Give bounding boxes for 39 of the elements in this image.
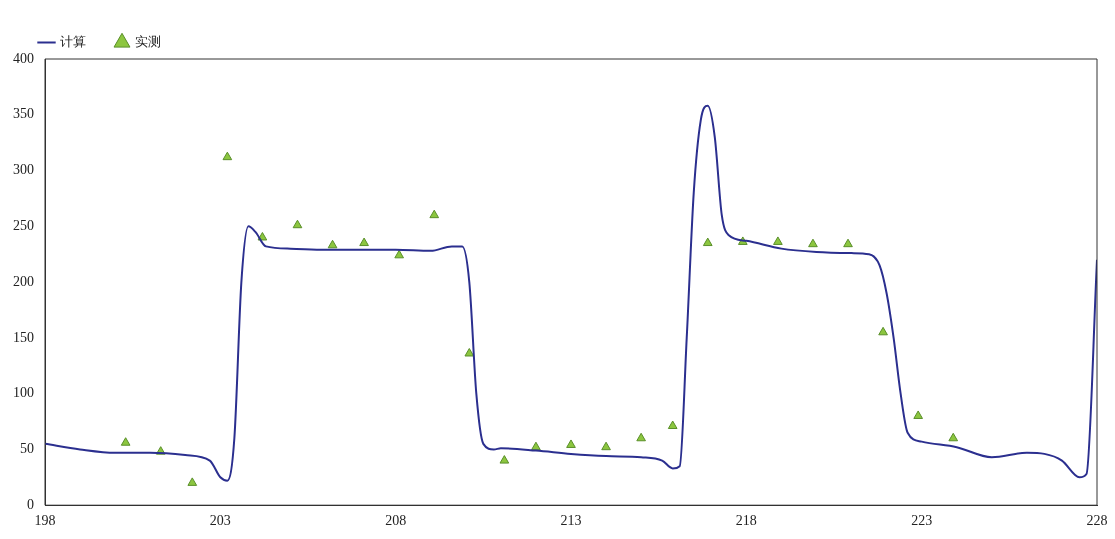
x-tick-label: 208: [385, 513, 407, 529]
point: [808, 238, 818, 248]
y-tick-label: 350: [13, 106, 34, 122]
point: [327, 239, 338, 249]
y-tick-label: 100: [13, 385, 34, 401]
point: [120, 437, 131, 446]
y-tick-label: 300: [13, 162, 34, 178]
y-tick-label: 150: [13, 329, 34, 345]
point: [292, 219, 303, 229]
point: [601, 441, 611, 451]
x-tick-label: 218: [735, 513, 757, 529]
point: [667, 420, 678, 429]
x-tick-label: 198: [34, 513, 56, 529]
point: [948, 432, 959, 442]
y-tick-label: 400: [13, 50, 34, 66]
x-tick-label: 228: [1086, 513, 1108, 529]
point: [566, 439, 576, 448]
point: [702, 237, 713, 247]
point: [187, 477, 198, 486]
point: [913, 410, 923, 419]
x-tick-label: 213: [560, 513, 582, 529]
line-series: [45, 104, 1097, 482]
x-tick-label: 223: [911, 513, 933, 529]
point: [394, 249, 404, 259]
point: [843, 238, 853, 248]
legend-label: 计算: [59, 33, 86, 49]
point: [499, 455, 510, 464]
y-tick-label: 200: [13, 273, 34, 289]
point: [429, 209, 440, 219]
y-tick-label: 0: [27, 496, 34, 512]
y-tick-label: 50: [20, 441, 34, 457]
x-tick-label: 203: [209, 513, 231, 529]
point: [878, 326, 888, 336]
point: [222, 151, 233, 161]
point: [773, 236, 783, 245]
y-tick-label: 250: [13, 218, 34, 233]
legend-label: 实测: [135, 33, 161, 49]
point: [636, 432, 646, 442]
point: [359, 237, 369, 247]
